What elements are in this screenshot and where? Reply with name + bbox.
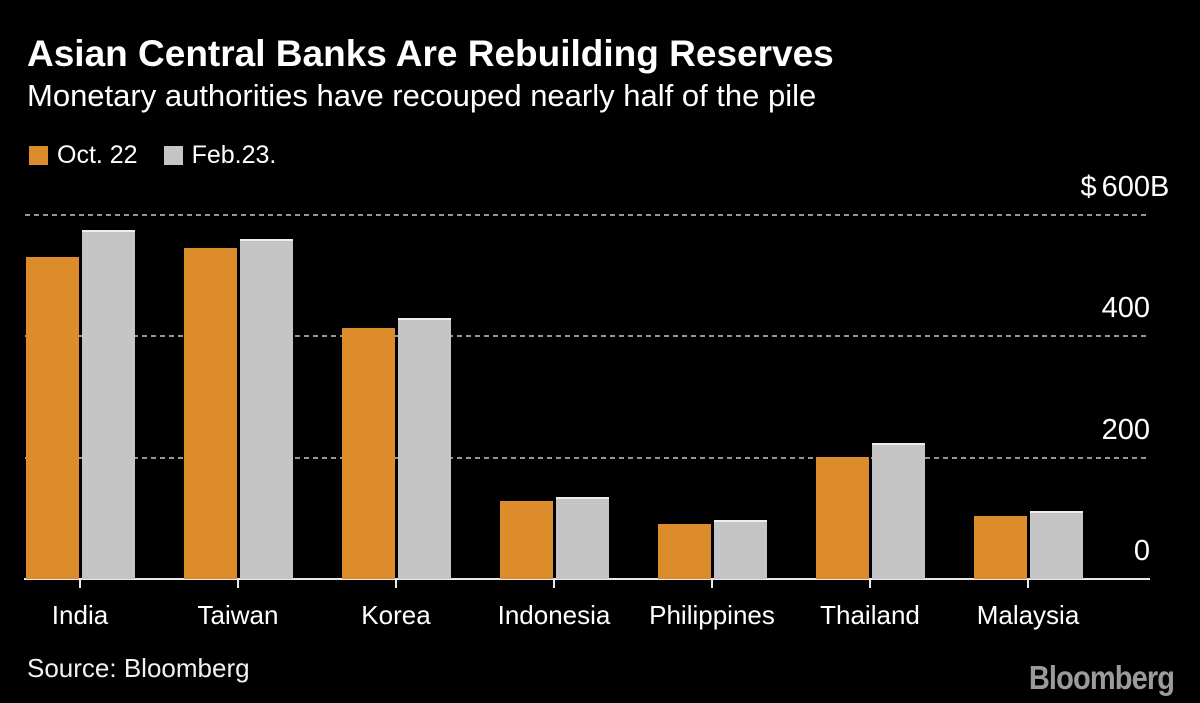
legend-item-feb23: Feb.23. (163, 141, 277, 170)
legend: Oct. 22 Feb.23. (29, 141, 276, 170)
source-note: Source: Bloomberg (27, 653, 250, 683)
category-label-philippines: Philippines (649, 600, 775, 630)
bar-taiwan-oct22 (184, 247, 237, 579)
category-label-indonesia: Indonesia (497, 600, 611, 630)
gridline-200 (25, 456, 1149, 459)
bar-philippines-feb23 (714, 520, 767, 579)
bar-indonesia-oct22 (500, 500, 553, 579)
bar-korea-feb23 (398, 318, 451, 579)
category-label-korea: Korea (361, 600, 431, 630)
y-tick-label-600: $600 B (1080, 171, 1170, 203)
bar-india-oct22 (26, 256, 79, 579)
legend-label-oct22: Oct. 22 (57, 141, 138, 169)
bar-malaysia-oct22 (974, 515, 1027, 579)
legend-item-oct22: Oct. 22 (29, 141, 138, 170)
x-tick-indonesia (553, 579, 555, 588)
x-tick-thailand (869, 579, 871, 588)
x-tick-philippines (711, 579, 713, 588)
x-tick-india (79, 579, 81, 588)
bar-thailand-feb23 (872, 443, 925, 579)
legend-label-feb23: Feb.23. (191, 141, 277, 169)
bar-malaysia-feb23 (1030, 511, 1083, 579)
category-label-india: India (51, 600, 109, 630)
y-tick-label-200: 200 (1101, 413, 1150, 446)
bloomberg-logo: Bloomberg (1028, 659, 1175, 696)
x-tick-taiwan (237, 579, 239, 588)
bar-taiwan-feb23 (240, 239, 293, 579)
bar-thailand-oct22 (816, 457, 869, 579)
x-tick-malaysia (1027, 579, 1029, 588)
bar-korea-oct22 (342, 327, 395, 579)
y-tick-label-0: 0 (1133, 535, 1150, 567)
category-label-malaysia: Malaysia (976, 600, 1080, 630)
bar-india-feb23 (82, 229, 135, 579)
x-tick-korea (395, 579, 397, 588)
category-label-thailand: Thailand (820, 600, 920, 630)
gridline-400 (25, 335, 1149, 338)
chart-subtitle: Monetary authorities have recouped nearl… (27, 78, 817, 113)
y-tick-label-400: 400 (1101, 292, 1150, 325)
legend-swatch-feb23-icon (163, 146, 183, 165)
x-axis-baseline (24, 578, 1150, 580)
gridline-600 (25, 214, 1149, 216)
legend-swatch-oct22-icon (29, 146, 48, 165)
chart-title: Asian Central Banks Are Rebuilding Reser… (27, 33, 834, 74)
bar-indonesia-feb23 (556, 497, 609, 579)
bar-philippines-oct22 (658, 523, 711, 579)
category-label-taiwan: Taiwan (197, 600, 279, 630)
